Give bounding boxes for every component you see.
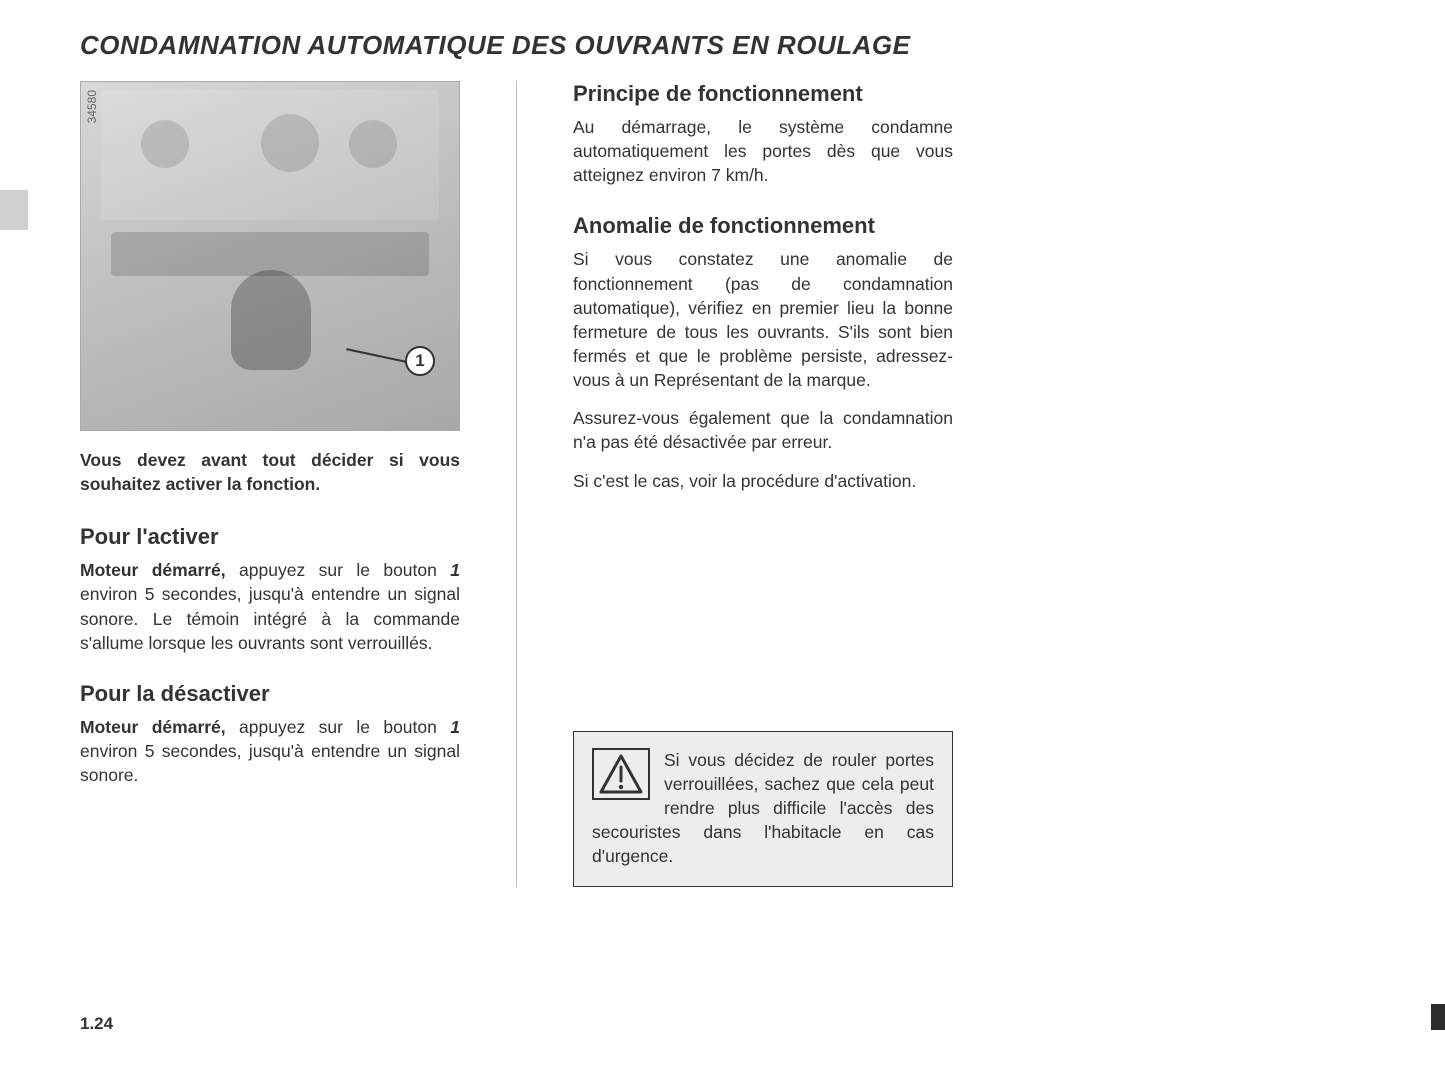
deactivate-text-before: appuyez sur le bouton	[226, 717, 451, 737]
page-title: CONDAMNATION AUTOMATIQUE DES OUVRANTS EN…	[80, 30, 1365, 61]
dashboard-figure: 34580 1	[80, 81, 460, 431]
deactivate-paragraph: Moteur démarré, appuyez sur le bouton 1 …	[80, 715, 460, 787]
figure-reference-number: 34580	[85, 90, 99, 123]
activate-heading: Pour l'activer	[80, 524, 460, 550]
left-column: 34580 1 Vous devez avant tout décider si…	[80, 81, 460, 887]
page-number: 1.24	[80, 1014, 113, 1034]
deactivate-lead: Moteur démarré,	[80, 717, 226, 737]
column-divider	[516, 81, 517, 887]
dashboard-knob-graphic	[261, 114, 319, 172]
anomaly-paragraph-1: Si vous constatez une anomalie de foncti…	[573, 247, 953, 392]
right-column: Principe de fonctionnement Au démarrage,…	[573, 81, 953, 887]
document-page: CONDAMNATION AUTOMATIQUE DES OUVRANTS EN…	[0, 0, 1445, 1070]
warning-triangle-icon	[592, 748, 650, 800]
dashboard-panel-graphic	[101, 90, 439, 220]
dashboard-knob-graphic	[141, 120, 189, 168]
content-columns: 34580 1 Vous devez avant tout décider si…	[80, 81, 1365, 887]
warning-box: Si vous décidez de rouler portes verroui…	[573, 731, 953, 888]
gear-knob-graphic	[231, 270, 311, 370]
callout-label: 1	[405, 346, 435, 376]
dashboard-knob-graphic	[349, 120, 397, 168]
activate-button-ref: 1	[450, 560, 460, 580]
anomaly-heading: Anomalie de fonctionnement	[573, 213, 953, 239]
deactivate-button-ref: 1	[450, 717, 460, 737]
principle-heading: Principe de fonctionnement	[573, 81, 953, 107]
figure-caption: Vous devez avant tout décider si vous so…	[80, 449, 460, 496]
activate-text-after: environ 5 secondes, jusqu'à entendre un …	[80, 584, 460, 652]
activate-text-before: appuyez sur le bouton	[226, 560, 451, 580]
anomaly-paragraph-3: Si c'est le cas, voir la procédure d'act…	[573, 469, 953, 493]
callout-leader-line	[346, 348, 407, 363]
anomaly-paragraph-2: Assurez-vous également que la condamnati…	[573, 406, 953, 454]
activate-lead: Moteur démarré,	[80, 560, 226, 580]
deactivate-heading: Pour la désactiver	[80, 681, 460, 707]
deactivate-text-after: environ 5 secondes, jusqu'à entendre un …	[80, 741, 460, 785]
activate-paragraph: Moteur démarré, appuyez sur le bouton 1 …	[80, 558, 460, 655]
principle-text: Au démarrage, le système condamne automa…	[573, 115, 953, 187]
